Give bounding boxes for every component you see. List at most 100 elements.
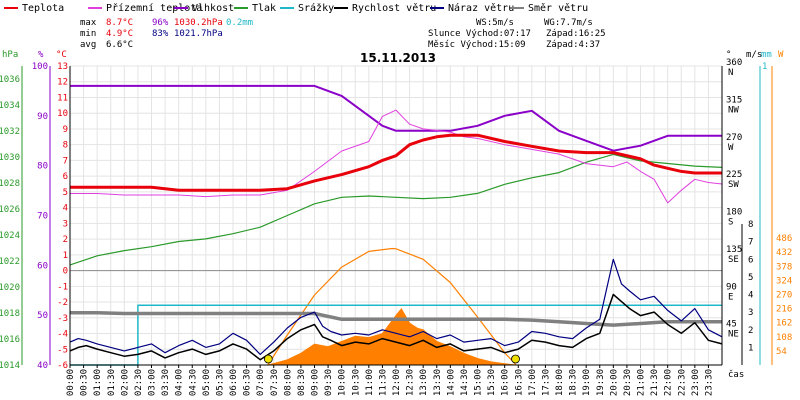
axis-title-hpa: hPa: [2, 50, 18, 60]
chart-date: 15.11.2013: [360, 51, 436, 65]
grid: [69, 65, 722, 366]
xtick-label-1400: 14:00: [446, 369, 456, 396]
xtick-label-0800: 08:00: [283, 369, 293, 396]
tick-hum-100: 100: [32, 62, 48, 72]
tick-dir-270: 270: [726, 133, 742, 143]
xtick-label-1800: 18:00: [555, 369, 565, 396]
tick-temp-8: 8: [63, 141, 68, 151]
tick-press-1036: 1036: [0, 75, 20, 85]
tick-wind-8: 8: [748, 220, 753, 230]
xtick-label-2130: 21:30: [650, 369, 660, 396]
series-naraz-vetru: [69, 258, 723, 355]
tick-solar-486: 486: [776, 234, 792, 244]
stats-max-hum: 96%: [152, 18, 169, 28]
xtick-label-1230: 12:30: [406, 369, 416, 396]
legend-rychlost: Rychlost větru: [352, 2, 436, 14]
xtick-label-0730: 07:30: [270, 369, 280, 396]
tick-wind-5: 5: [748, 273, 753, 283]
xtick-label-0530: 05:30: [215, 369, 225, 396]
tick-solar-108: 108: [776, 333, 792, 343]
tick-hum-60: 60: [37, 261, 48, 271]
series-tlak: [69, 153, 723, 266]
series-layer: [69, 84, 723, 366]
tick-press-1016: 1016: [0, 335, 20, 345]
info-moon-set: Západ:4:37: [546, 40, 600, 50]
axis-title-w: W: [778, 50, 784, 60]
xtick-label-1700: 17:00: [528, 369, 538, 396]
tick-wind-1: 1: [748, 343, 753, 353]
tick-dir-label-e: E: [728, 292, 733, 302]
tick-solar-324: 324: [776, 276, 792, 286]
axis-title-deg: °: [726, 50, 731, 60]
xtick-label-1900: 19:00: [582, 369, 592, 396]
tick-dir-label-w: W: [728, 143, 734, 153]
legend-tlak: Tlak: [252, 3, 276, 14]
xtick-label-0930: 09:30: [324, 369, 334, 396]
tick-temp-6: 6: [63, 172, 68, 182]
legend-vlhkost: Vlhkost: [192, 3, 234, 14]
xtick-label-1330: 13:30: [433, 369, 443, 396]
xtick-label-0630: 06:30: [243, 369, 253, 396]
xtick-label-2200: 22:00: [664, 369, 674, 396]
series-rychlost-vetru: [69, 293, 723, 361]
xtick-label-1200: 12:00: [392, 369, 402, 396]
stats-max-temp: 8.7°C: [106, 18, 133, 28]
axis-titles: hPa % °C ° m/s mm W čas: [2, 50, 784, 380]
tick-dir-label-n: N: [728, 68, 733, 78]
tick-hum-80: 80: [37, 162, 48, 172]
legend-naraz: Náraz větru: [448, 2, 514, 14]
legend-srazky: Srážky: [298, 2, 334, 14]
tick-press-1030: 1030: [0, 153, 20, 163]
xtick-label-1100: 11:00: [365, 369, 375, 396]
xtick-label-2330: 23:30: [704, 369, 714, 396]
tick-hum-40: 40: [37, 361, 48, 371]
series-vlhkost: [70, 84, 722, 152]
series-prizemni-teplota: [70, 109, 723, 204]
stats-min-hum: 83%: [152, 29, 169, 39]
tick-temp-10: 10: [57, 109, 68, 119]
xtick-label-0300: 03:00: [148, 369, 158, 396]
tick-press-1026: 1026: [0, 205, 20, 215]
tick-press-1024: 1024: [0, 231, 20, 241]
info-sun-set: Západ:16:25: [546, 29, 606, 39]
tick-solar-432: 432: [776, 248, 792, 258]
xtick-label-1600: 16:00: [501, 369, 511, 396]
xtick-label-1930: 19:30: [596, 369, 606, 396]
tick-temp-5: 5: [63, 188, 68, 198]
info-wg: WG:7.7m/s: [544, 18, 593, 28]
xtick-label-0400: 04:00: [175, 369, 185, 396]
series-solar: [268, 308, 516, 366]
tick-temp-0: 0: [63, 267, 68, 277]
info: WS:5m/s WG:7.7m/s Slunce Východ:07:17 Zá…: [428, 18, 606, 50]
tick-dir-label-sw: SW: [728, 180, 739, 190]
xtick-label-1630: 16:30: [514, 369, 524, 396]
tick-temp--3: -3: [57, 314, 68, 324]
xtick-label-1030: 10:30: [351, 369, 361, 396]
tick-dir-315: 315: [726, 95, 742, 105]
xtick-label-2300: 23:00: [691, 369, 701, 396]
stats-avg-temp: 6.6°C: [106, 40, 133, 50]
tick-wind-6: 6: [748, 255, 753, 265]
info-ws: WS:5m/s: [476, 18, 514, 28]
tick-temp--2: -2: [57, 298, 68, 308]
tick-solar-270: 270: [776, 291, 792, 301]
tick-press-1032: 1032: [0, 127, 20, 137]
tick-temp--5: -5: [57, 345, 68, 355]
tick-rain-1: 1: [762, 62, 767, 72]
tick-temp-13: 13: [57, 62, 68, 72]
tick-temp-2: 2: [63, 235, 68, 245]
xtick-label-1000: 10:00: [338, 369, 348, 396]
legend-smer: Směr větru: [528, 2, 588, 14]
tick-dir-45: 45: [726, 320, 737, 330]
xtick-label-0330: 03:30: [161, 369, 171, 396]
tick-temp-3: 3: [63, 219, 68, 229]
xtick-label-0200: 02:00: [120, 369, 130, 396]
stats-min-label: min: [80, 29, 96, 39]
y-ticks: 1036103410321030102810261024102210201018…: [0, 58, 792, 371]
tick-dir-90: 90: [726, 282, 737, 292]
tick-temp--1: -1: [57, 282, 68, 292]
tick-solar-54: 54: [776, 347, 787, 357]
xtick-label-0700: 07:00: [256, 369, 266, 396]
xtick-label-0230: 02:30: [134, 369, 144, 396]
legend: Teplota Přízemní teplota Vlhkost Tlak Sr…: [4, 2, 588, 14]
